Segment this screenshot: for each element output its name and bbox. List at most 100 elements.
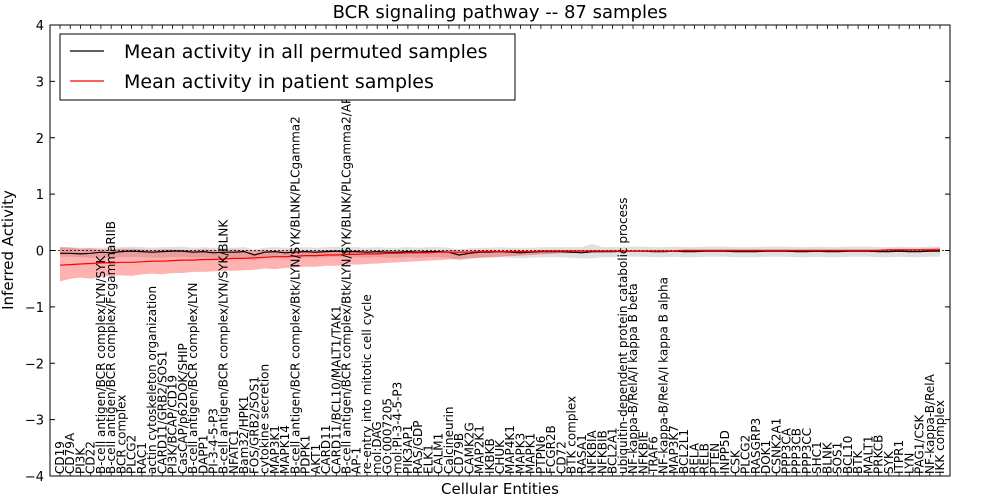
entity-label: CSNK2A1	[769, 418, 783, 474]
entity-label: PI3K	[74, 447, 88, 474]
plot-area	[50, 243, 950, 282]
entity-label: RAC1	[135, 442, 149, 474]
entity-label: RELB	[698, 443, 712, 474]
entity-label: PDPK1	[299, 435, 313, 474]
entity-label: CARD11	[319, 425, 333, 474]
entity-label: re-entry into mitotic cell cycle	[360, 294, 374, 474]
entity-label: PTPN6	[534, 436, 548, 474]
entity-label: NF-kappa-B/RelA	[923, 373, 937, 474]
patient-band	[60, 247, 940, 282]
entity-label: CD72	[554, 441, 568, 474]
entity-label: NFKBIA	[585, 429, 599, 474]
entity-label: PLCG2	[125, 435, 139, 474]
entity-label: LYN	[902, 453, 916, 474]
entity-label: SOS1	[831, 442, 845, 474]
entity-label: cytokine secretion	[258, 364, 272, 474]
entity-label: BCL2L1	[677, 429, 691, 474]
legend-box	[59, 33, 516, 101]
entity-label: SHC1	[810, 441, 824, 474]
chart-title: BCR signaling pathway -- 87 samples	[333, 2, 668, 23]
x-axis	[59, 25, 941, 476]
entity-label: PRKCB	[872, 435, 886, 474]
entity-label: BTK	[851, 449, 865, 474]
entity-label: CD22	[84, 441, 98, 474]
entity-label: PIK3AP1	[401, 425, 415, 474]
entity-label: PPP3CA	[780, 427, 794, 474]
entity-label: NFATC1	[227, 429, 241, 474]
entity-label: actin cytoskeleton organization	[145, 286, 159, 474]
entity-label: BCL2A1	[606, 427, 620, 474]
entity-label: PPP3CB	[790, 428, 804, 474]
y-tick-label: −4	[25, 470, 44, 485]
entity-label: CSK	[728, 449, 742, 474]
entity-label: BTK complex	[565, 396, 579, 474]
entity-label: BCL10	[841, 436, 855, 474]
y-tick-label: −1	[25, 301, 44, 316]
entity-label: B-cell antigen/BCR complex/Btk/LYN/SYK/B…	[340, 89, 354, 474]
entity-label: TRAF6	[647, 436, 661, 475]
entity-label: DAPP1	[196, 435, 210, 474]
entity-label: CasCAP/p62DOK/SHIP	[176, 343, 190, 474]
entity-label: MAP2K1	[473, 425, 487, 474]
entity-label: DOK1	[759, 440, 773, 474]
entity-label: B-cell antigen/BCR complex/LYN/SYK	[94, 254, 108, 474]
entity-label: NF-kappa-B/RelA/I kappa B alpha	[657, 277, 671, 474]
y-axis-title: Inferred Activity	[0, 190, 17, 310]
entity-label: mol:DAG	[370, 421, 384, 474]
entity-label: PTEN	[708, 443, 722, 474]
entity-label: SYK	[882, 450, 896, 474]
entity-label: B-cell antigen/BCR complex/Btk/LYN/SYK/B…	[288, 116, 302, 474]
entity-label: CALM1	[432, 433, 446, 474]
entity-label: PLCG2	[739, 435, 753, 474]
entity-label: B-cell antigen/BCR complex/LYN/SYK/BLNK	[217, 219, 231, 474]
entity-label: Calcineurin	[442, 407, 456, 474]
y-tick-label: −2	[25, 357, 44, 372]
y-tick-label: 4	[36, 19, 44, 34]
entity-label: NFKBIE	[636, 431, 650, 474]
entity-label: B-cell antigen/BCR complex/FcgammaRIIB	[104, 221, 118, 474]
entity-label: MAPK14	[278, 425, 292, 474]
series-patient-line	[59, 249, 940, 266]
entity-label: B-cell antigen/BCR complex/LYN	[186, 282, 200, 474]
entity-label: FCGR2B	[544, 425, 558, 474]
entity-label: PAG1/CSK	[913, 414, 927, 474]
legend-label-patient: Mean activity in patient samples	[124, 71, 434, 93]
entity-label: CD79A	[63, 432, 77, 474]
x-axis-title: Cellular Entities	[441, 480, 559, 498]
y-tick-label: −3	[25, 414, 44, 429]
entity-label: PPP3CC	[800, 428, 814, 474]
entity-label: MAP3K7	[667, 425, 681, 474]
entity-label: BLNK	[820, 441, 834, 474]
entity-label: CHUK	[493, 439, 507, 474]
y-tick-label: 0	[36, 245, 44, 260]
entity-label: RELA	[687, 442, 701, 474]
entity-label: GO:0007205	[380, 398, 394, 474]
entity-label: CD79B	[452, 433, 466, 474]
entity-label: Bam32/HPK1	[237, 396, 251, 474]
entity-label: ELK1	[421, 444, 435, 474]
entity-label: PI-3-4-5-P3	[207, 408, 221, 474]
entity-label: RAS/GDP	[411, 421, 425, 475]
y-tick-label: 1	[36, 188, 44, 203]
legend: Mean activity in all permuted samples Me…	[59, 33, 516, 101]
legend-label-permuted: Mean activity in all permuted samples	[124, 41, 487, 63]
y-tick-label: 3	[36, 75, 44, 90]
y-axis: 4 3 2 1 0 −1 −2 −3 −4	[25, 19, 950, 485]
entity-label: NF-kappa-B/RelA/I kappa B beta	[626, 283, 640, 474]
entity-label: IKK complex	[933, 400, 947, 474]
entity-label: MALT1	[861, 435, 875, 474]
entity-label: RASGRP3	[749, 418, 763, 474]
entity-label: CD19	[53, 441, 67, 474]
entity-label: FOS/GRB2/SOS1	[247, 376, 261, 474]
entity-label: PI3K/BCAP/CD19	[166, 375, 180, 474]
entity-label: AP-1	[350, 447, 364, 474]
entity-label: IKBKB	[483, 438, 497, 474]
entity-label: NFKBIB	[595, 430, 609, 474]
y-tick-label: 2	[36, 132, 44, 147]
entity-label: MAP3K1	[268, 425, 282, 474]
entity-label: ubiquitin-dependent protein catabolic pr…	[616, 198, 630, 474]
entity-label: AKT1	[309, 444, 323, 474]
entity-label: MAPK3	[514, 433, 528, 474]
